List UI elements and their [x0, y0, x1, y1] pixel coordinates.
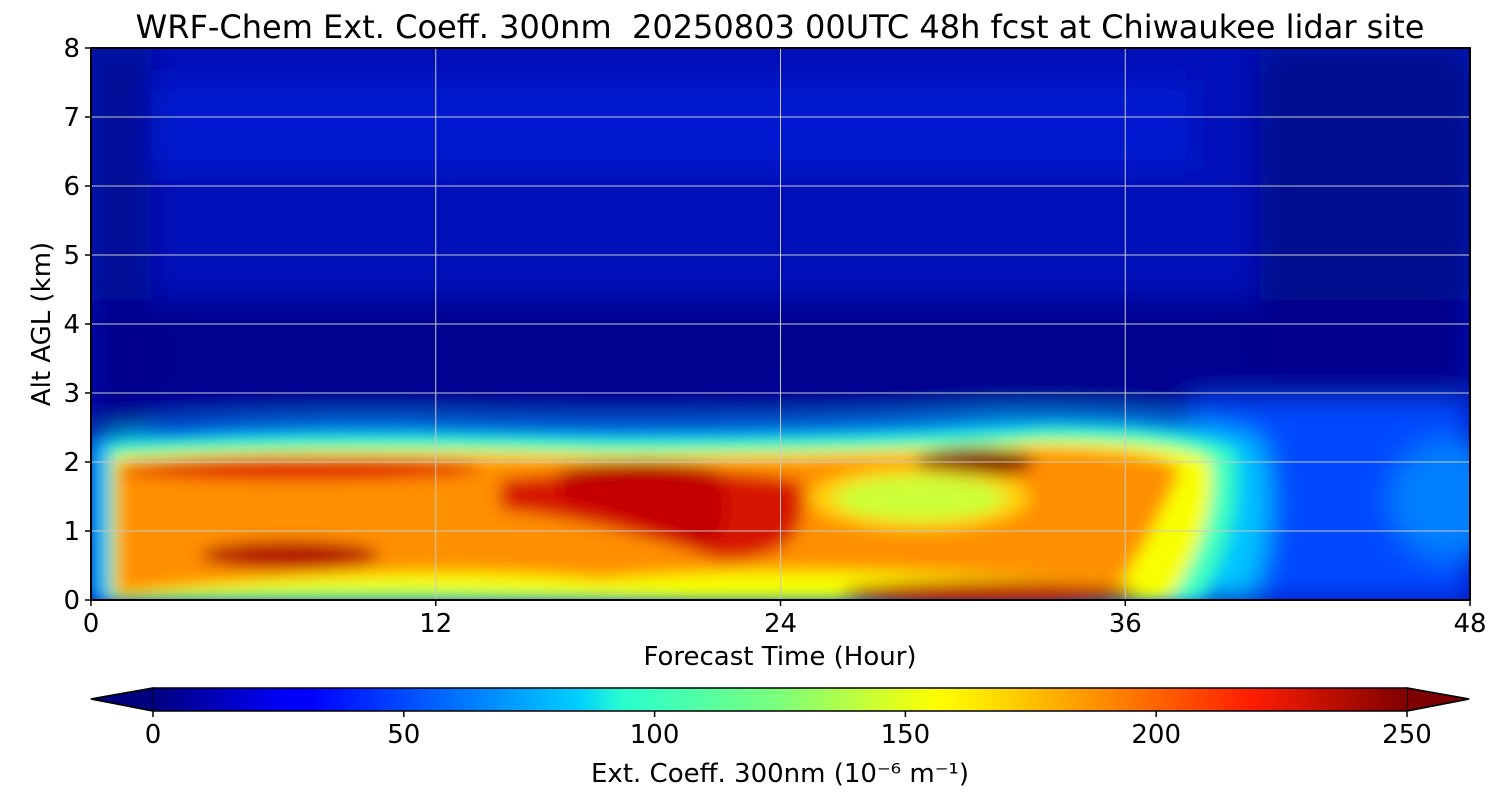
y-tick-label: 3 — [63, 379, 80, 409]
green-pocket-yellow — [810, 466, 1030, 530]
left-edge-cyan — [93, 440, 105, 600]
x-tick-label: 48 — [1453, 609, 1486, 639]
colorbar-tick-label: 250 — [1382, 720, 1432, 750]
upper-light-band — [95, 80, 1195, 170]
y-tick-label: 2 — [63, 448, 80, 478]
x-tick-label: 36 — [1109, 609, 1142, 639]
colorbar-tick-label: 200 — [1131, 720, 1181, 750]
x-tick-label: 24 — [764, 609, 797, 639]
y-tick-label: 4 — [63, 310, 80, 340]
y-axis-label: Alt AGL (km) — [27, 242, 57, 406]
colorbar-extend-high — [1406, 687, 1470, 712]
colorbar: 0 50 100 150 200 250 Ext. Coeff. 300nm (10⁻⁶ … — [90, 687, 1470, 789]
colorbar-ticks: 0 50 100 150 200 250 — [145, 711, 1432, 750]
y-tick-label: 6 — [63, 172, 80, 202]
colorbar-tick-label: 50 — [387, 720, 420, 750]
colorbar-tick-label: 100 — [630, 720, 680, 750]
heatmap-field — [91, 48, 1470, 600]
y-tick-label: 1 — [63, 517, 80, 547]
colorbar-label: Ext. Coeff. 300nm (10⁻⁶ m⁻¹) — [591, 759, 969, 789]
upper-red-band — [120, 456, 480, 480]
colorbar-gradient — [153, 688, 1407, 711]
y-tick-label: 7 — [63, 103, 80, 133]
max-core-red — [500, 470, 804, 560]
y-tick-label: 5 — [63, 241, 80, 271]
chart-title: WRF-Chem Ext. Coeff. 300nm 20250803 00UT… — [135, 8, 1425, 46]
y-tick-label: 8 — [63, 34, 80, 64]
surface-max — [840, 581, 1140, 600]
x-tick-label: 0 — [83, 609, 100, 639]
x-axis-ticks: 0 12 24 36 48 — [83, 600, 1487, 639]
x-axis-label: Forecast Time (Hour) — [643, 642, 916, 672]
y-axis-ticks: 0 1 2 3 4 5 6 7 8 — [63, 34, 91, 616]
colorbar-tick-label: 150 — [881, 720, 931, 750]
x-tick-label: 12 — [419, 609, 452, 639]
colorbar-extend-low — [90, 687, 154, 712]
clean-region-light — [1390, 440, 1470, 560]
colorbar-tick-label: 0 — [145, 720, 162, 750]
lower-green-band — [116, 589, 700, 600]
low-layer-max — [200, 541, 380, 569]
y-tick-label: 0 — [63, 586, 80, 616]
